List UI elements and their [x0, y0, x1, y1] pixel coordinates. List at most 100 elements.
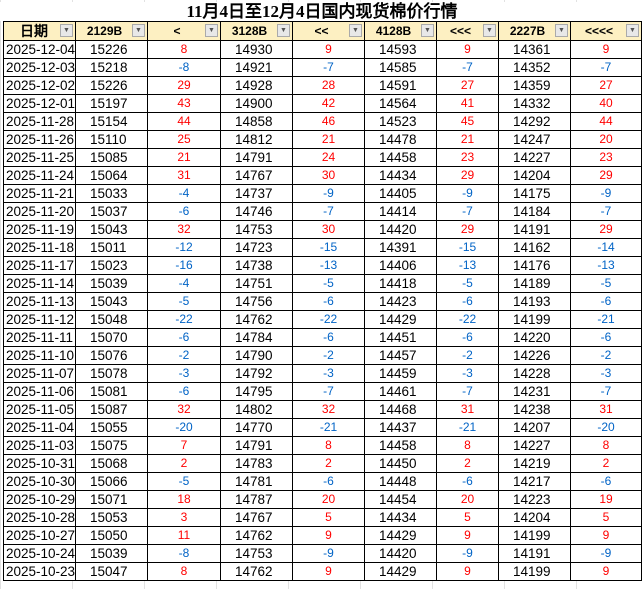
change-cell[interactable]: -9: [436, 544, 499, 563]
date-cell[interactable]: 2025-12-04: [3, 40, 76, 59]
date-cell[interactable]: 2025-11-19: [3, 220, 76, 239]
change-cell[interactable]: 11: [147, 526, 221, 545]
price-cell[interactable]: 14812: [220, 130, 293, 149]
price-cell[interactable]: 14223: [498, 490, 571, 509]
change-cell[interactable]: -7: [292, 382, 365, 401]
date-cell[interactable]: 2025-11-24: [3, 166, 76, 185]
price-cell[interactable]: 14191: [498, 220, 571, 239]
change-cell[interactable]: -7: [436, 202, 499, 221]
change-cell[interactable]: 29: [570, 220, 642, 239]
change-cell[interactable]: 9: [436, 526, 499, 545]
price-cell[interactable]: 14858: [220, 112, 293, 131]
change-cell[interactable]: -22: [436, 310, 499, 329]
price-cell[interactable]: 14458: [364, 148, 437, 167]
change-cell[interactable]: -5: [570, 274, 642, 293]
price-cell[interactable]: 14406: [364, 256, 437, 275]
date-cell[interactable]: 2025-11-11: [3, 328, 76, 347]
change-cell[interactable]: 45: [436, 112, 499, 131]
change-cell[interactable]: 9: [292, 562, 365, 581]
price-cell[interactable]: 14770: [220, 418, 293, 437]
price-cell[interactable]: 14247: [498, 130, 571, 149]
change-cell[interactable]: 7: [147, 436, 221, 455]
change-cell[interactable]: 31: [436, 400, 499, 419]
change-cell[interactable]: 20: [436, 490, 499, 509]
change-cell[interactable]: -6: [570, 472, 642, 491]
filter-dropdown-icon[interactable]: ▼: [132, 24, 145, 37]
date-cell[interactable]: 2025-11-03: [3, 436, 76, 455]
price-cell[interactable]: 14176: [498, 256, 571, 275]
price-cell[interactable]: 14423: [364, 292, 437, 311]
price-cell[interactable]: 15226: [75, 76, 148, 95]
price-cell[interactable]: 14454: [364, 490, 437, 509]
change-cell[interactable]: -7: [292, 58, 365, 77]
change-cell[interactable]: 32: [147, 400, 221, 419]
date-cell[interactable]: 2025-11-21: [3, 184, 76, 203]
change-cell[interactable]: 30: [292, 220, 365, 239]
change-cell[interactable]: 30: [292, 166, 365, 185]
date-cell[interactable]: 2025-11-04: [3, 418, 76, 437]
change-cell[interactable]: -6: [147, 382, 221, 401]
change-cell[interactable]: 9: [570, 40, 642, 59]
price-cell[interactable]: 15226: [75, 40, 148, 59]
price-cell[interactable]: 14928: [220, 76, 293, 95]
change-cell[interactable]: 29: [436, 220, 499, 239]
price-cell[interactable]: 14227: [498, 436, 571, 455]
price-cell[interactable]: 14723: [220, 238, 293, 257]
change-cell[interactable]: -5: [147, 472, 221, 491]
change-cell[interactable]: -6: [436, 472, 499, 491]
change-cell[interactable]: -22: [292, 310, 365, 329]
change-cell[interactable]: 5: [570, 508, 642, 527]
change-cell[interactable]: 5: [292, 508, 365, 527]
change-cell[interactable]: 9: [570, 562, 642, 581]
price-cell[interactable]: 14414: [364, 202, 437, 221]
change-cell[interactable]: 18: [147, 490, 221, 509]
price-cell[interactable]: 15085: [75, 148, 148, 167]
change-cell[interactable]: -2: [436, 346, 499, 365]
price-cell[interactable]: 15053: [75, 508, 148, 527]
change-cell[interactable]: -6: [292, 472, 365, 491]
price-cell[interactable]: 15048: [75, 310, 148, 329]
price-cell[interactable]: 15039: [75, 544, 148, 563]
price-cell[interactable]: 15064: [75, 166, 148, 185]
price-cell[interactable]: 14434: [364, 166, 437, 185]
date-cell[interactable]: 2025-12-02: [3, 76, 76, 95]
price-cell[interactable]: 14391: [364, 238, 437, 257]
price-cell[interactable]: 14420: [364, 544, 437, 563]
change-cell[interactable]: 31: [570, 400, 642, 419]
change-cell[interactable]: -2: [147, 346, 221, 365]
price-cell[interactable]: 15068: [75, 454, 148, 473]
price-cell[interactable]: 14737: [220, 184, 293, 203]
date-cell[interactable]: 2025-10-29: [3, 490, 76, 509]
price-cell[interactable]: 14199: [498, 526, 571, 545]
change-cell[interactable]: -20: [570, 418, 642, 437]
price-cell[interactable]: 15050: [75, 526, 148, 545]
change-cell[interactable]: 42: [292, 94, 365, 113]
price-cell[interactable]: 15066: [75, 472, 148, 491]
price-cell[interactable]: 14219: [498, 454, 571, 473]
price-cell[interactable]: 14450: [364, 454, 437, 473]
price-cell[interactable]: 14418: [364, 274, 437, 293]
change-cell[interactable]: -9: [292, 184, 365, 203]
change-cell[interactable]: -5: [147, 292, 221, 311]
change-cell[interactable]: -21: [570, 310, 642, 329]
price-cell[interactable]: 15011: [75, 238, 148, 257]
change-cell[interactable]: -6: [570, 328, 642, 347]
price-cell[interactable]: 14405: [364, 184, 437, 203]
change-cell[interactable]: 5: [436, 508, 499, 527]
change-cell[interactable]: 43: [147, 94, 221, 113]
change-cell[interactable]: -4: [147, 274, 221, 293]
change-cell[interactable]: 8: [292, 436, 365, 455]
price-cell[interactable]: 14738: [220, 256, 293, 275]
change-cell[interactable]: 9: [292, 40, 365, 59]
change-cell[interactable]: 20: [570, 130, 642, 149]
price-cell[interactable]: 15110: [75, 130, 148, 149]
change-cell[interactable]: -9: [570, 544, 642, 563]
change-cell[interactable]: -6: [292, 292, 365, 311]
price-cell[interactable]: 14585: [364, 58, 437, 77]
price-cell[interactable]: 14429: [364, 526, 437, 545]
price-cell[interactable]: 15033: [75, 184, 148, 203]
price-cell[interactable]: 15075: [75, 436, 148, 455]
change-cell[interactable]: 29: [570, 166, 642, 185]
price-cell[interactable]: 14226: [498, 346, 571, 365]
price-cell[interactable]: 14359: [498, 76, 571, 95]
